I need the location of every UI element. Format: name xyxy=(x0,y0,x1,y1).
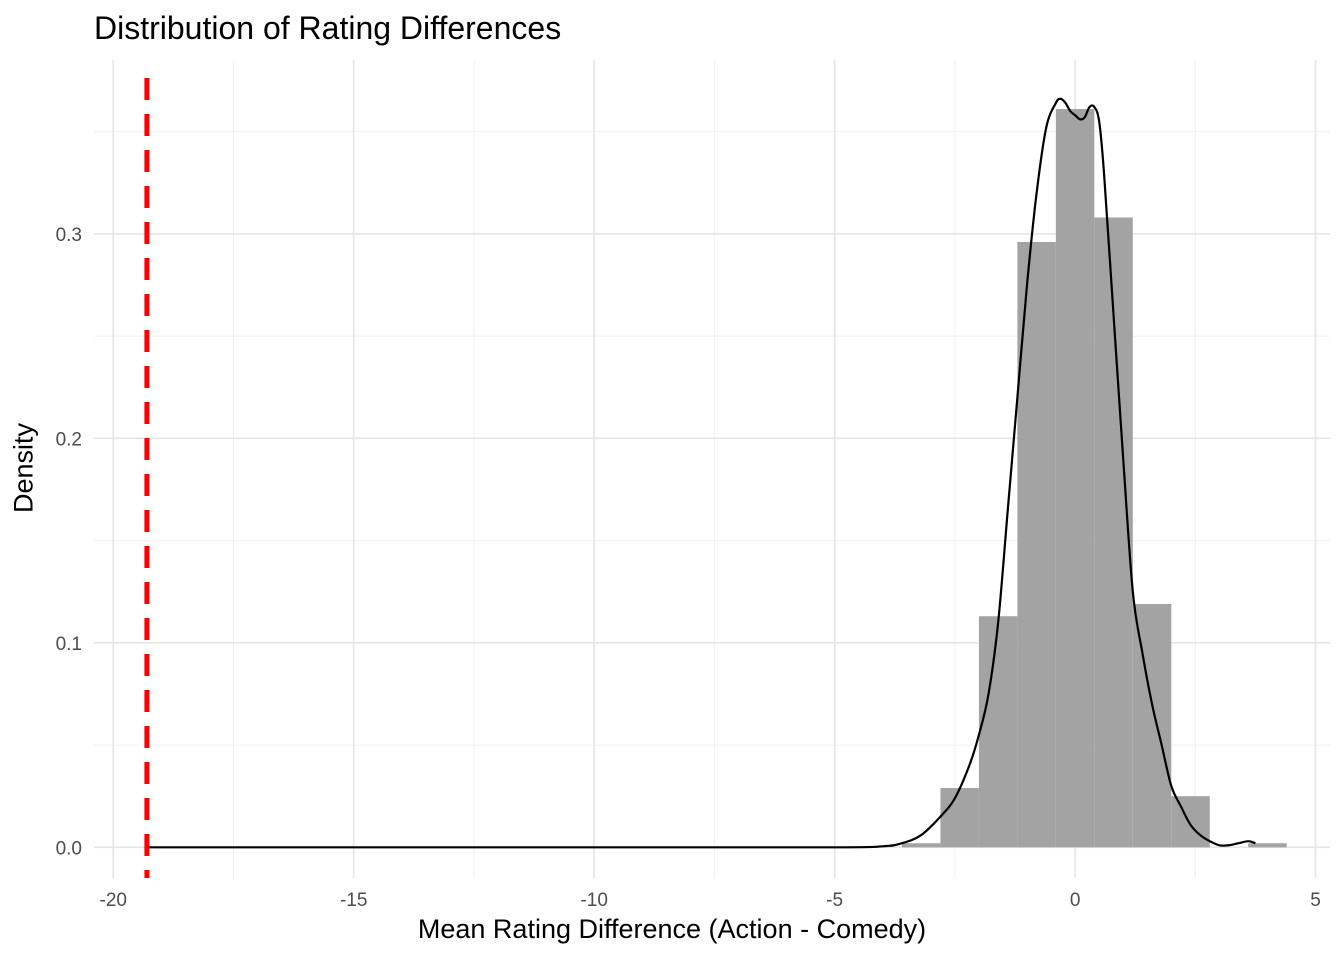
y-axis-label: Density xyxy=(8,422,39,514)
x-tick-label-5: 5 xyxy=(1310,890,1321,911)
histogram-bar-1 xyxy=(940,788,979,848)
histogram-bar-3 xyxy=(1017,242,1056,848)
histogram-bar-6 xyxy=(1132,603,1172,848)
x-axis-label: Mean Rating Difference (Action - Comedy) xyxy=(417,914,927,944)
histogram-bars xyxy=(901,109,1287,848)
x-tick-label-2: -10 xyxy=(580,890,607,911)
y-tick-label-0: 0.0 xyxy=(56,838,82,859)
y-tick-label-3: 0.3 xyxy=(56,225,82,246)
x-tick-label-1: -15 xyxy=(340,890,367,911)
minor-gridlines xyxy=(94,60,1330,878)
x-axis-tick-labels: -20 -15 -10 -5 0 5 xyxy=(100,890,1321,911)
histogram-bar-0 xyxy=(901,843,941,848)
x-tick-label-4: 0 xyxy=(1070,890,1081,911)
y-axis-tick-labels: 0.0 0.1 0.2 0.3 xyxy=(56,225,82,860)
histogram-bar-7 xyxy=(1171,796,1210,848)
histogram-bar-4 xyxy=(1055,109,1095,848)
y-tick-label-1: 0.1 xyxy=(56,634,82,655)
x-tick-label-0: -20 xyxy=(100,890,127,911)
histogram-bar-9 xyxy=(1248,843,1287,848)
density-curve xyxy=(146,97,1256,849)
y-tick-label-2: 0.2 xyxy=(56,429,82,450)
x-tick-label-3: -5 xyxy=(826,890,843,911)
histogram-bar-2 xyxy=(978,616,1018,848)
chart-title: Distribution of Rating Differences xyxy=(94,10,562,46)
